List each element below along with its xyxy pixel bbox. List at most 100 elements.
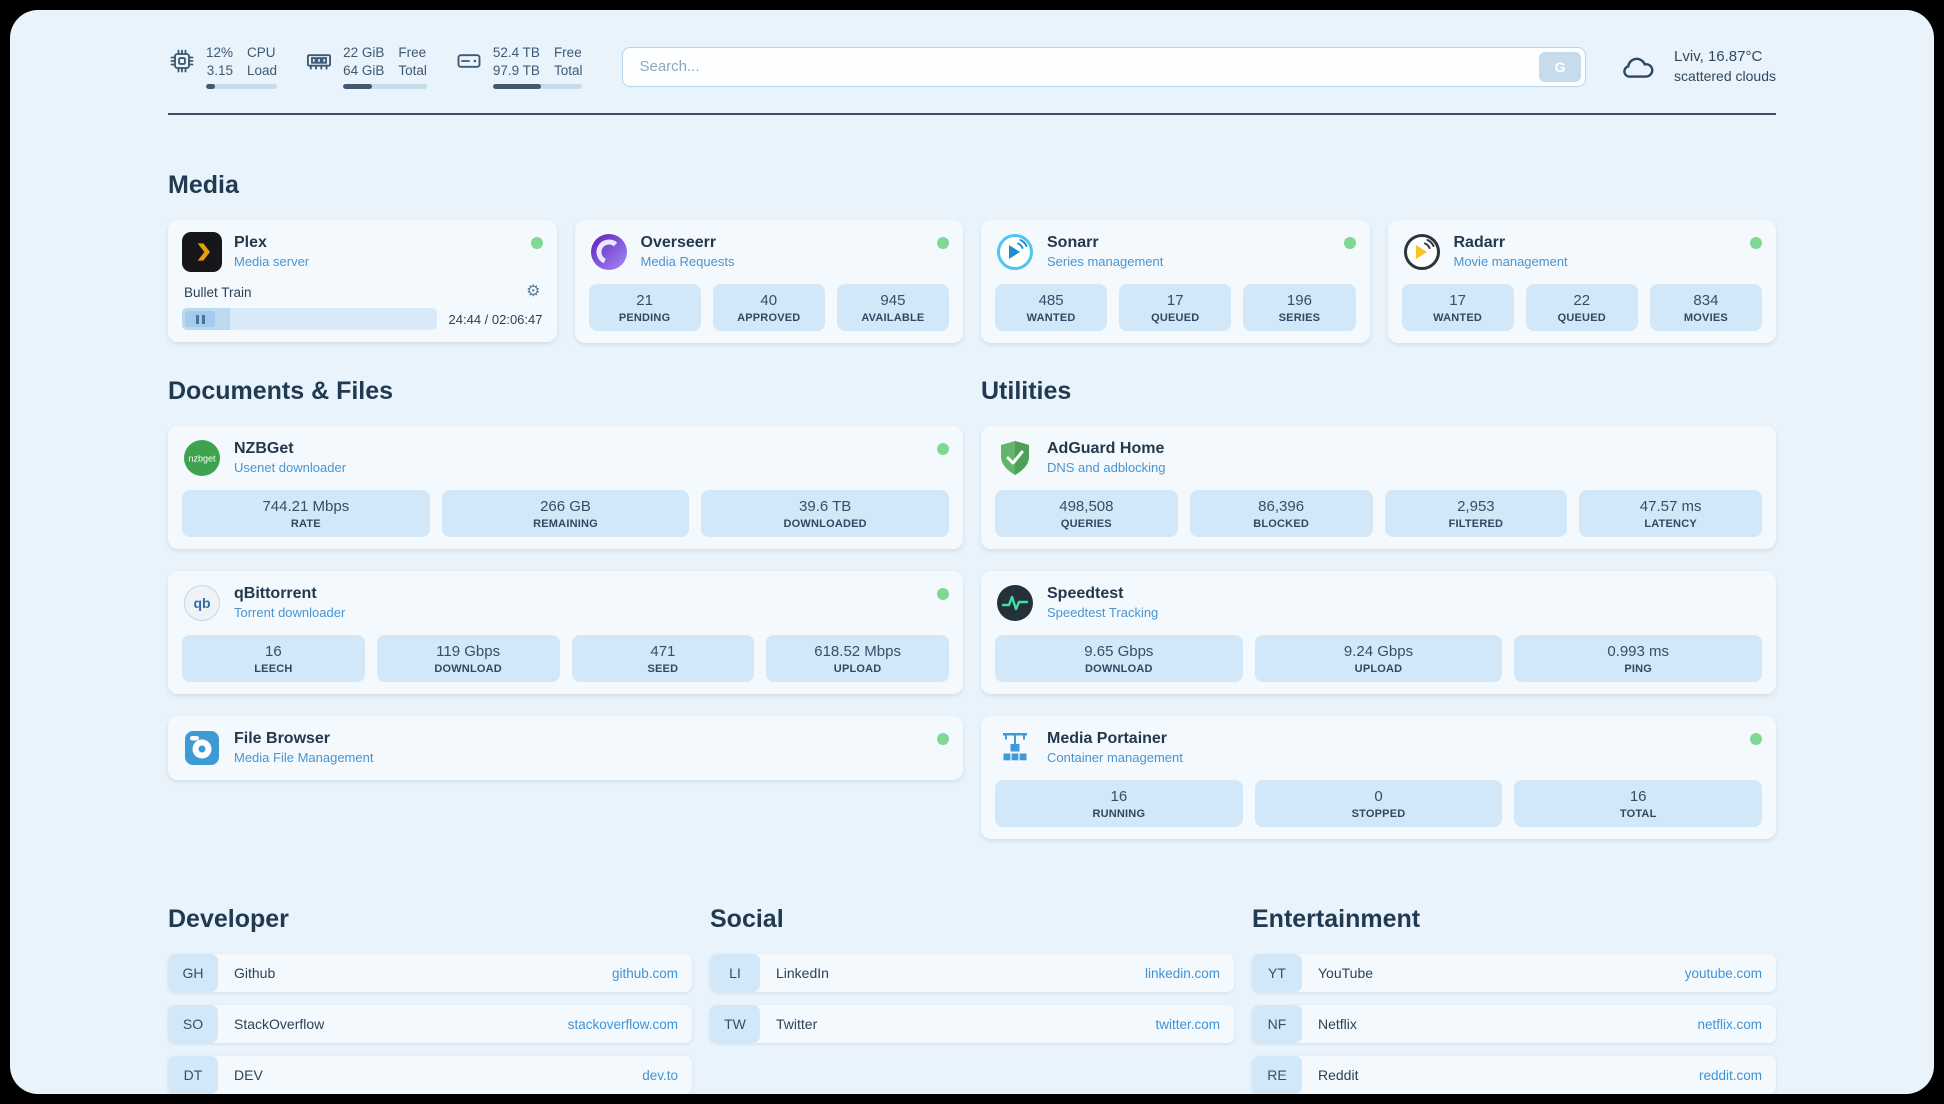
stat-tile: 16 TOTAL <box>1514 780 1763 828</box>
bookmark-name: YouTube <box>1318 965 1374 982</box>
bookmark-group-entertainment: Entertainment YT YouTube youtube.com NF … <box>1252 905 1776 1094</box>
weather-widget[interactable]: Lviv, 16.87°C scattered clouds <box>1616 47 1776 86</box>
status-dot <box>1343 237 1356 250</box>
bookmark-url: linkedin.com <box>1144 965 1220 981</box>
service-subtitle: Movie management <box>1453 254 1568 270</box>
disk-free-value: 52.4 TB <box>492 45 540 60</box>
bookmark-name: LinkedIn <box>776 965 829 982</box>
service-card-qbittorrent[interactable]: qb qBittorrent Torrent downloader 16 LEE… <box>168 571 963 695</box>
pause-button[interactable] <box>185 311 215 328</box>
now-playing-title: Bullet Train <box>184 284 252 300</box>
service-card-portainer[interactable]: Media Portainer Container management 16 … <box>981 716 1776 840</box>
disk-progress-fill <box>492 84 542 90</box>
disk-progress-bar <box>492 84 583 90</box>
service-card-speedtest[interactable]: Speedtest Speedtest Tracking 9.65 Gbps D… <box>981 571 1776 695</box>
stat-tile: 22 QUEUED <box>1525 284 1638 332</box>
service-subtitle: Media server <box>234 254 310 270</box>
cpu-load-label: Load <box>247 62 278 78</box>
bookmark-reddit[interactable]: RE Reddit reddit.com <box>1252 1056 1776 1094</box>
stat-tile: 485 WANTED <box>995 284 1108 332</box>
stat-tile: 498,508 QUERIES <box>995 490 1178 538</box>
bookmark-youtube[interactable]: YT YouTube youtube.com <box>1252 954 1776 993</box>
stat-tile: 9.65 Gbps DOWNLOAD <box>995 635 1243 683</box>
plex-icon <box>182 232 222 273</box>
bookmark-stackoverflow[interactable]: SO StackOverflow stackoverflow.com <box>168 1005 692 1044</box>
bookmark-url: dev.to <box>642 1067 678 1083</box>
bookmark-github[interactable]: GH Github github.com <box>168 954 692 993</box>
status-dot <box>1750 733 1762 746</box>
service-card-overseerr[interactable]: Overseerr Media Requests 21 PENDING 40 A… <box>574 220 963 344</box>
section-title-developer: Developer <box>168 905 289 934</box>
search-bar: G <box>622 46 1587 87</box>
service-card-plex[interactable]: Plex Media server Bullet Train ⚙ <box>168 220 557 343</box>
memory-total-label: Total <box>398 62 427 78</box>
service-name: AdGuard Home <box>1047 440 1165 458</box>
section-title-social: Social <box>710 905 784 934</box>
bookmark-url: stackoverflow.com <box>567 1016 678 1032</box>
bookmark-abbr: TW <box>710 1005 760 1044</box>
stat-tile: 16 RUNNING <box>995 780 1243 828</box>
service-name: Speedtest <box>1047 585 1124 603</box>
disk-icon <box>455 47 483 75</box>
bookmark-url: reddit.com <box>1698 1067 1762 1083</box>
bookmark-dev[interactable]: DT DEV dev.to <box>168 1056 692 1094</box>
bookmark-abbr: LI <box>710 954 760 993</box>
cpu-usage-value: 12% <box>206 45 234 60</box>
bookmark-name: Netflix <box>1318 1016 1357 1033</box>
bookmark-url: netflix.com <box>1697 1016 1762 1032</box>
section-title-documents: Documents & Files <box>168 377 394 406</box>
service-card-radarr[interactable]: Radarr Movie management 17 WANTED 22 QUE… <box>1387 220 1776 344</box>
documents-column: Documents & Files nzbget NZBGet U <box>168 377 963 781</box>
cpu-icon <box>168 47 196 75</box>
svg-text:nzbget: nzbget <box>188 454 216 464</box>
bookmark-url: github.com <box>611 965 678 981</box>
qbittorrent-icon: qb <box>182 583 222 623</box>
settings-icon[interactable]: ⚙ <box>526 283 541 301</box>
bookmark-name: Twitter <box>776 1016 818 1033</box>
cloud-icon <box>1623 57 1654 78</box>
stat-tile: 0.993 ms PING <box>1514 635 1763 683</box>
stat-tile: 47.57 ms LATENCY <box>1579 490 1762 538</box>
stat-tile: 16 LEECH <box>182 635 365 683</box>
bookmark-abbr: SO <box>168 1005 218 1044</box>
bookmark-name: DEV <box>234 1067 263 1084</box>
memory-progress-fill <box>343 84 372 90</box>
service-card-nzbget[interactable]: nzbget NZBGet Usenet downloader 744.21 M… <box>168 426 963 550</box>
status-dot <box>937 733 949 746</box>
service-subtitle: Media File Management <box>234 750 374 766</box>
service-card-adguard[interactable]: AdGuard Home DNS and adblocking 498,508 … <box>981 426 1776 550</box>
dashboard-page: 12% 3.15 CPU Load <box>10 10 1934 1094</box>
search-input[interactable] <box>622 46 1587 87</box>
service-name: Plex <box>234 234 267 252</box>
bookmark-abbr: NF <box>1252 1005 1302 1044</box>
service-subtitle: Container management <box>1047 750 1183 766</box>
bookmark-group-social: Social LI LinkedIn linkedin.com TW Twitt… <box>710 905 1234 1094</box>
cpu-label: CPU <box>247 45 276 60</box>
stat-tile: 618.52 Mbps UPLOAD <box>766 635 949 683</box>
service-subtitle: Usenet downloader <box>234 460 347 476</box>
service-card-filebrowser[interactable]: File Browser Media File Management <box>168 716 963 781</box>
stat-tile: 40 APPROVED <box>712 284 825 332</box>
stat-tile: 9.24 Gbps UPLOAD <box>1254 635 1503 683</box>
memory-widget: 22 GiB 64 GiB Free Total <box>305 44 427 90</box>
nzbget-icon: nzbget <box>182 438 222 478</box>
stat-tile: 39.6 TB DOWNLOADED <box>701 490 950 538</box>
stat-tile: 0 STOPPED <box>1254 780 1503 828</box>
bookmark-url: twitter.com <box>1155 1016 1220 1032</box>
search-provider-button[interactable]: G <box>1539 51 1582 82</box>
service-name: Media Portainer <box>1047 730 1168 748</box>
weather-location-temp: Lviv, 16.87°C <box>1674 47 1763 65</box>
service-card-sonarr[interactable]: Sonarr Series management 485 WANTED 17 Q… <box>981 220 1370 344</box>
filebrowser-icon <box>182 728 222 768</box>
stat-tile: 834 MOVIES <box>1649 284 1763 332</box>
bookmark-linkedin[interactable]: LI LinkedIn linkedin.com <box>710 954 1234 993</box>
service-subtitle: Torrent downloader <box>234 605 346 621</box>
cpu-load-value: 3.15 <box>206 62 234 78</box>
service-subtitle: Series management <box>1047 254 1164 270</box>
status-dot <box>937 237 949 250</box>
bookmark-netflix[interactable]: NF Netflix netflix.com <box>1252 1005 1776 1044</box>
stat-tile: 2,953 FILTERED <box>1384 490 1568 538</box>
bookmark-abbr: DT <box>168 1056 218 1094</box>
bookmark-twitter[interactable]: TW Twitter twitter.com <box>710 1005 1234 1044</box>
section-title-utilities: Utilities <box>981 377 1072 406</box>
